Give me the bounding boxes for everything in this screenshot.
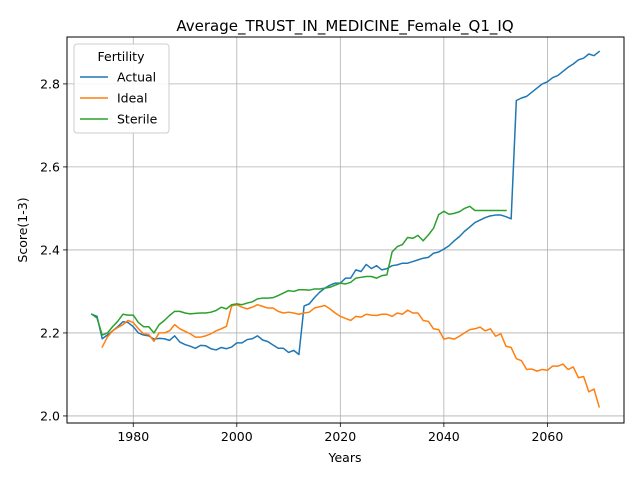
x-tick-label: 2000 — [221, 429, 253, 444]
x-tick-label: 2060 — [531, 429, 563, 444]
y-axis-title: Score(1-3) — [15, 197, 30, 262]
legend-title: Fertility — [98, 49, 146, 64]
legend: Fertility Actual Ideal Sterile — [73, 43, 170, 134]
x-tick-label: 1980 — [117, 429, 149, 444]
chart-title: Average_TRUST_IN_MEDICINE_Female_Q1_IQ — [176, 17, 513, 36]
y-tick-label: 2.4 — [40, 242, 60, 257]
series-line-ideal — [101, 303, 601, 408]
y-tick-label: 2.2 — [40, 325, 60, 340]
legend-box — [73, 43, 170, 134]
x-tick-label: 2020 — [324, 429, 356, 444]
y-tick-label: 2.0 — [40, 408, 60, 423]
plot-frame — [66, 36, 625, 424]
plot-lines — [90, 50, 601, 408]
legend-label-actual: Actual — [117, 70, 156, 85]
legend-label-ideal: Ideal — [117, 91, 147, 106]
y-tick-label: 2.6 — [40, 159, 60, 174]
legend-label-sterile: Sterile — [117, 112, 158, 127]
x-tick-label: 2040 — [428, 429, 460, 444]
legend-entries: Actual Ideal Sterile — [80, 70, 158, 127]
y-tick-label: 2.8 — [40, 76, 60, 91]
x-axis: 1980 2000 2020 2040 2060 — [117, 423, 563, 444]
grid — [67, 37, 624, 423]
series-line-sterile — [90, 205, 507, 336]
x-axis-title: Years — [328, 450, 362, 465]
y-axis: 2.0 2.2 2.4 2.6 2.8 — [40, 76, 67, 423]
series-line-actual — [90, 50, 601, 356]
